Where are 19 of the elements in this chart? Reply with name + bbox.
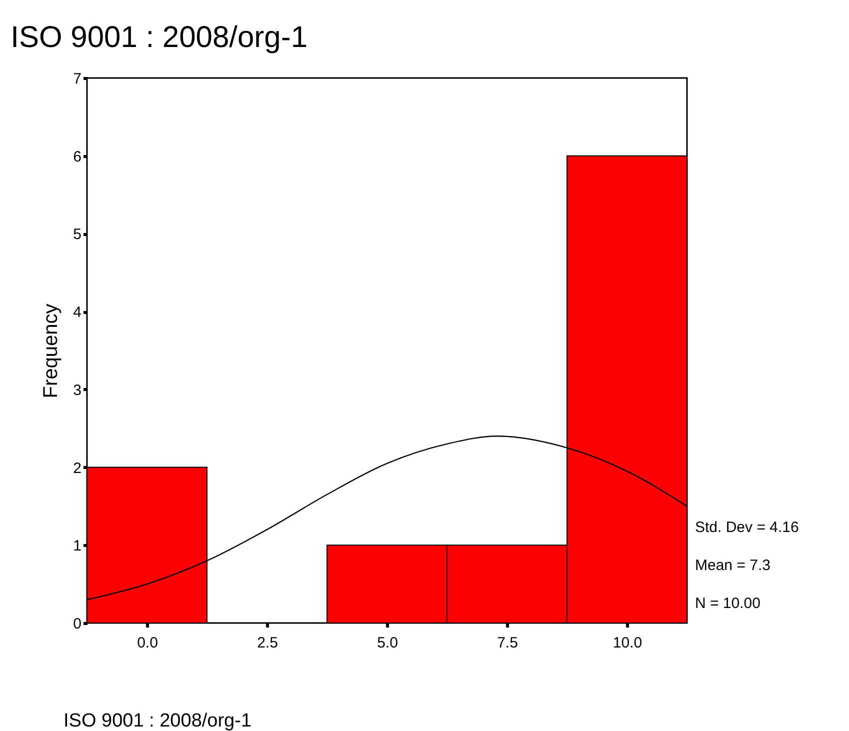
y-tick-label: 6	[73, 148, 82, 166]
y-tick-label: 4	[73, 304, 82, 322]
text: N = 10.00	[695, 595, 760, 612]
y-tick-label: 1	[73, 538, 82, 555]
x-tick-label: 5.0	[377, 634, 398, 652]
x-tick-label: 0.0	[137, 634, 158, 652]
y-tick-label: 2	[73, 460, 82, 477]
x-tick-label: 10.0	[612, 634, 642, 652]
y-tick-label: 5	[73, 226, 82, 244]
chart-title: ISO 9001 : 2008/org-1	[10, 21, 308, 54]
text: Mean = 7.3	[695, 557, 770, 574]
y-tick-label: 7	[73, 70, 82, 88]
y-axis-title: Frequency	[40, 304, 62, 398]
y-tick-label: 0	[73, 616, 82, 632]
x-tick-label: 2.5	[257, 634, 278, 652]
text: Std. Dev = 4.16	[695, 519, 799, 536]
x-tick-label: 7.5	[497, 634, 518, 652]
x-axis-title: ISO 9001 : 2008/org-1	[64, 710, 252, 731]
y-tick-label: 3	[73, 382, 82, 399]
